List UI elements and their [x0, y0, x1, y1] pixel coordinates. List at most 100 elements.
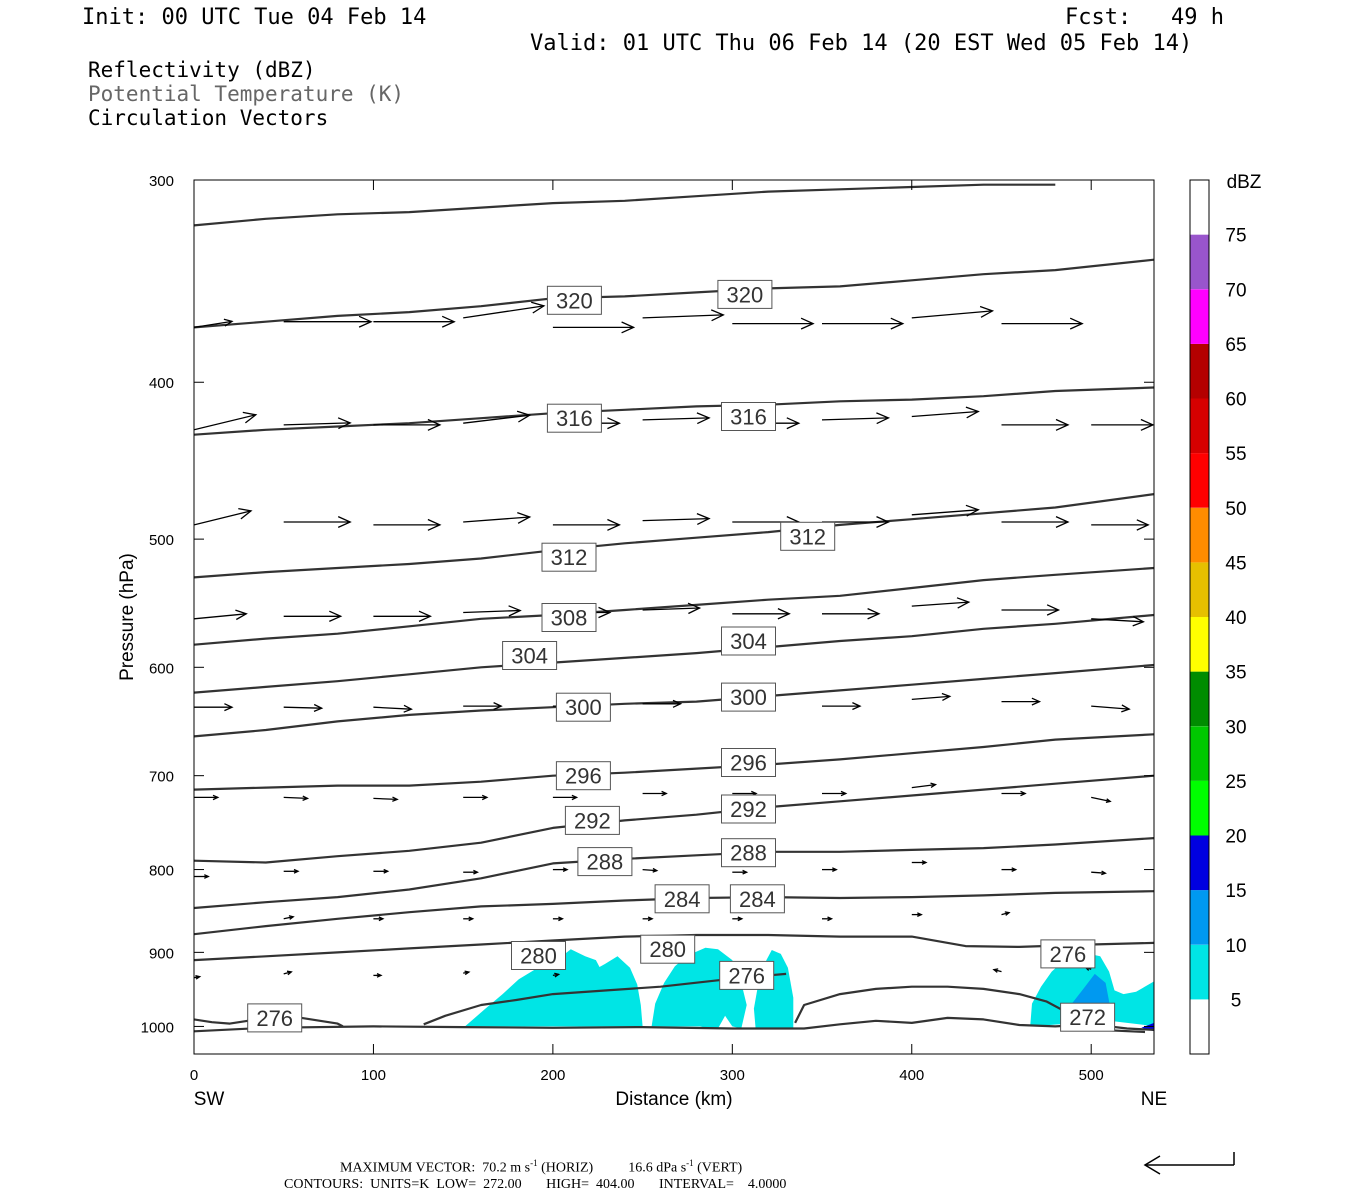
vector-head	[672, 699, 683, 708]
circulation-vector	[642, 412, 711, 425]
contours-info: CONTOURS: UNITS=K LOW= 272.00 HIGH= 404.…	[284, 1177, 787, 1192]
contour-label-box	[654, 884, 710, 914]
colorbar-tick-label: 40	[1225, 608, 1246, 629]
contour-label-box	[546, 285, 602, 315]
contour-label-text: 300	[730, 685, 767, 710]
vector-head	[1136, 519, 1150, 531]
colorbar-swatch	[1190, 944, 1209, 1000]
vector-shaft	[373, 706, 412, 710]
vector-shaft	[194, 613, 247, 620]
contour-label-box	[564, 805, 620, 835]
contour-label-text: 296	[730, 751, 767, 776]
circulation-vector	[463, 794, 489, 801]
vector-head	[493, 702, 503, 711]
vector-shaft	[642, 314, 724, 319]
vector-head	[508, 605, 522, 617]
max-vector-vert-unit: dPa s	[656, 1160, 687, 1176]
circulation-vector	[194, 507, 253, 526]
circulation-vector	[552, 916, 564, 922]
reference-vector	[1143, 1152, 1235, 1175]
theta-contour-296-8	[194, 733, 1154, 791]
colorbar-swatch	[1190, 453, 1209, 508]
contour-label-text: 316	[730, 405, 767, 430]
circulation-vector	[822, 867, 838, 872]
vector-head	[403, 704, 413, 713]
contour-label-text: 284	[664, 887, 701, 912]
vector-shaft	[283, 422, 351, 426]
y-tick-label: 400	[149, 375, 174, 392]
vector-head	[876, 516, 891, 528]
legend-reflectivity: Reflectivity (dBZ)	[88, 58, 316, 82]
y-tick-label: 500	[149, 532, 174, 549]
contour-label-text: 276	[256, 1006, 293, 1031]
contour-label-text: 312	[789, 524, 826, 549]
contour-label: 288	[721, 838, 776, 868]
vector-head	[329, 610, 343, 622]
vector-head	[337, 417, 352, 430]
contour-label: 280	[511, 941, 566, 970]
vector-head	[1055, 516, 1070, 528]
vector-shaft	[463, 516, 530, 523]
theta-contour-288-6	[194, 837, 1154, 910]
circulation-vector	[552, 794, 579, 801]
circulation-vector	[642, 699, 683, 708]
vector-head	[652, 867, 659, 873]
vector-head	[558, 916, 564, 922]
colorbar-tick-label: 5	[1231, 990, 1242, 1011]
theta-contour-300-9	[194, 663, 1154, 738]
contour-label: 280	[640, 934, 696, 964]
y-tick-label: 300	[149, 173, 174, 190]
vector-head	[302, 795, 310, 802]
circulation-vector	[194, 974, 202, 980]
x-tick-label: 0	[190, 1067, 198, 1084]
vector-head	[224, 703, 234, 712]
circulation-vector	[732, 869, 749, 875]
vector-shaft	[1091, 871, 1106, 874]
contour-label: 276	[719, 960, 775, 990]
circulation-vector	[642, 602, 702, 615]
vector-head	[1069, 317, 1084, 330]
circulation-vector	[373, 868, 390, 874]
vector-head	[288, 915, 295, 920]
circulation-vector	[822, 790, 848, 797]
contour-label: 320	[546, 285, 602, 315]
contour-label: 308	[541, 603, 597, 632]
vector-head	[1055, 418, 1070, 431]
vector-head	[531, 301, 546, 314]
circulation-vector	[1091, 796, 1112, 804]
contour-label-box	[555, 761, 611, 791]
theta-contour-324-15	[194, 183, 1056, 227]
vector-head	[661, 790, 668, 797]
contour-label-text: 316	[556, 406, 593, 431]
colorbar-tick-label: 10	[1225, 936, 1246, 957]
vector-head	[965, 406, 980, 419]
circulation-vector	[1001, 317, 1084, 330]
vector-head	[876, 412, 891, 425]
circulation-vector	[1001, 418, 1070, 431]
vector-layer	[194, 301, 1154, 980]
circulation-vector	[642, 916, 654, 922]
vector-shaft	[911, 783, 936, 789]
contour-label-text: 320	[727, 282, 764, 307]
colorbar-swatch	[1190, 890, 1209, 945]
contour-label: 276	[247, 1003, 303, 1033]
colorbar-swatch	[1190, 671, 1209, 727]
contour-label-text: 276	[728, 963, 765, 988]
circulation-vector	[194, 411, 258, 431]
contour-label-text: 292	[730, 797, 767, 822]
circulation-vector	[194, 794, 220, 801]
contour-label: 316	[546, 403, 602, 433]
max-vector-horiz-unit: m s	[510, 1160, 531, 1176]
vector-head	[383, 868, 390, 874]
vector-head	[965, 504, 980, 517]
vector-head	[212, 794, 220, 801]
contour-label: 316	[721, 402, 776, 431]
contour-label-box	[511, 941, 566, 970]
vector-head	[800, 317, 815, 330]
vector-shaft	[283, 796, 308, 800]
contour-label: 292	[564, 805, 620, 835]
contour-label-box	[541, 542, 597, 572]
vector-shaft	[642, 868, 657, 872]
contour-label-text: 304	[730, 629, 767, 654]
x-tick-label: 500	[1079, 1067, 1104, 1084]
